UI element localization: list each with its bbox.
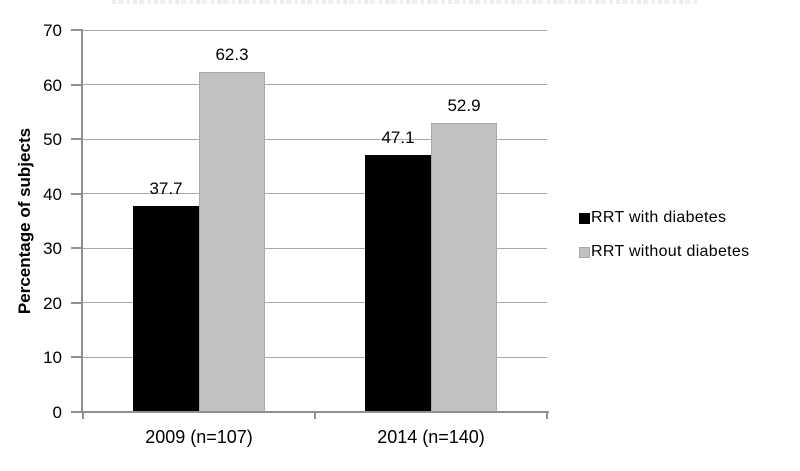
y-tick-label: 60 xyxy=(43,75,62,95)
gridline xyxy=(83,247,547,249)
bar xyxy=(133,206,199,412)
x-tick xyxy=(314,413,316,419)
y-axis-line xyxy=(81,29,83,413)
bar xyxy=(199,72,265,412)
legend-swatch-gray-icon xyxy=(579,246,590,258)
x-category-label: 2014 (n=140) xyxy=(377,427,485,447)
y-tick-label: 0 xyxy=(52,403,62,422)
y-tick-label: 70 xyxy=(43,21,62,40)
legend-label: RRT with diabetes xyxy=(591,209,727,226)
gridline xyxy=(83,356,547,358)
bar-value-label: 52.9 xyxy=(447,96,481,116)
x-tick xyxy=(82,413,84,419)
cropped-title-fragment xyxy=(112,0,700,4)
y-tick xyxy=(71,411,81,413)
legend-item-rrt-without-diabetes: RRT without diabetes xyxy=(579,243,749,261)
y-tick-label: 10 xyxy=(43,348,62,368)
y-tick-label: 20 xyxy=(43,293,62,313)
y-tick xyxy=(71,301,81,304)
bar xyxy=(365,154,431,412)
gridline xyxy=(83,138,547,140)
x-tick xyxy=(546,413,548,419)
legend-swatch-black-icon xyxy=(579,212,590,224)
y-tick xyxy=(71,83,81,86)
y-tick-label: 30 xyxy=(43,239,62,259)
legend-label: RRT without diabetes xyxy=(591,243,750,260)
bar-value-label: 62.3 xyxy=(215,45,249,65)
y-tick xyxy=(71,29,81,31)
y-tick xyxy=(71,356,81,359)
x-axis-line xyxy=(81,411,549,413)
legend-item-rrt-with-diabetes: RRT with diabetes xyxy=(579,209,726,227)
gridline xyxy=(83,193,547,195)
gridline xyxy=(83,29,547,31)
y-axis-title: Percentage of subjects xyxy=(15,127,34,315)
bar xyxy=(431,123,497,412)
bar-value-label: 37.7 xyxy=(149,179,183,199)
y-tick-label: 40 xyxy=(43,184,62,204)
y-tick xyxy=(71,247,81,250)
bar-value-label: 47.1 xyxy=(381,127,415,147)
y-tick xyxy=(71,192,81,195)
y-tick-label: 50 xyxy=(43,130,62,150)
x-category-label: 2009 (n=107) xyxy=(145,427,253,447)
gridline xyxy=(83,84,547,86)
y-tick xyxy=(71,138,81,141)
gridline xyxy=(83,302,547,304)
